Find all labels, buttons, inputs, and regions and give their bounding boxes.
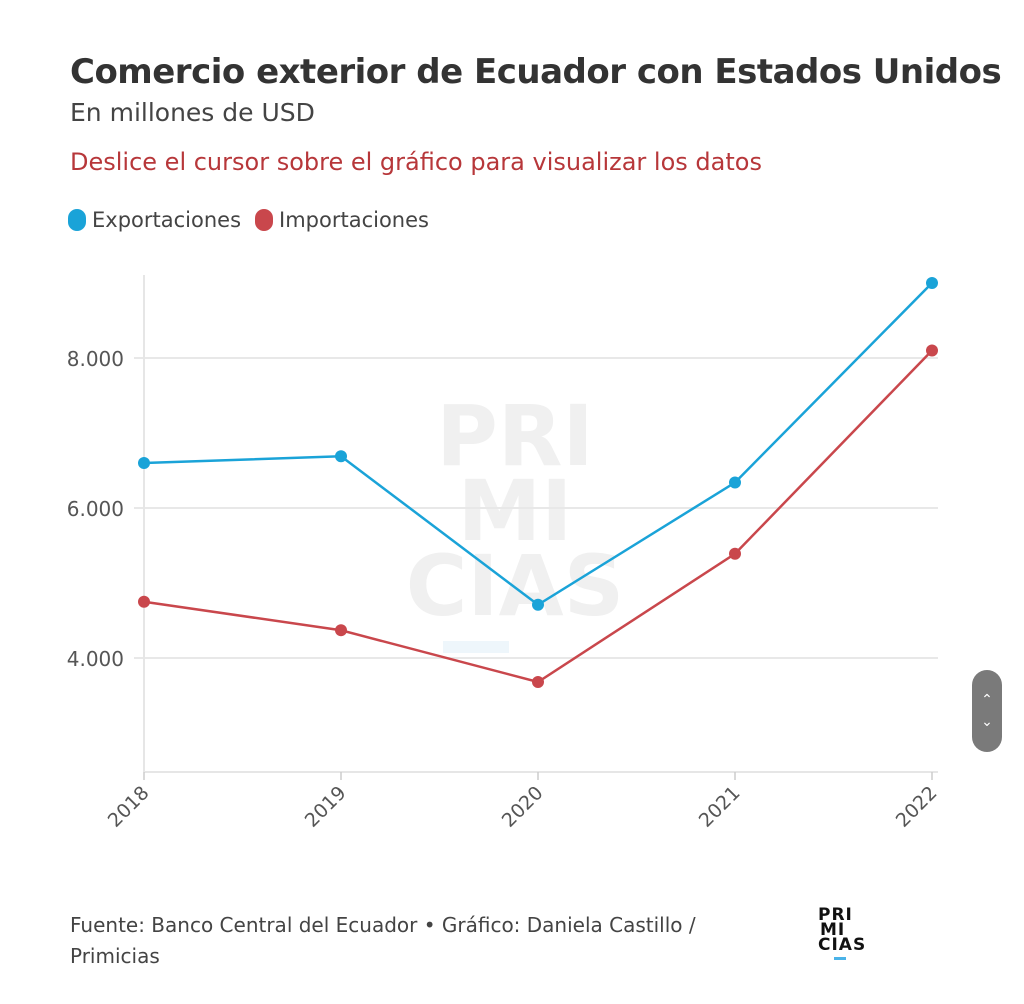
logo-line: CIAS [818,935,867,955]
footer-source: Fuente: Banco Central del Ecuador • Gráf… [70,913,696,968]
x-tick-label: 2021 [695,782,745,832]
legend-label: Importaciones [279,208,429,232]
legend: Exportaciones Importaciones [68,208,429,232]
logo-line: MI [820,920,846,940]
data-point-exportaciones-2018[interactable] [138,457,150,469]
legend-swatch-exportaciones [68,209,86,231]
x-tick-label: 2019 [301,782,351,832]
interaction-hint: Deslice el cursor sobre el gráfico para … [70,148,762,176]
y-tick-label: 6.000 [67,497,124,521]
logo-line: PRI [818,905,853,925]
legend-label: Exportaciones [92,208,242,232]
primicias-logo: PRI MI CIAS [818,905,867,960]
y-tick-label: 4.000 [67,647,124,671]
data-point-importaciones-2019[interactable] [335,624,347,637]
legend-swatch-importaciones [255,209,274,231]
data-point-importaciones-2022[interactable] [926,344,938,357]
chevron-up-icon[interactable]: ⌃ [981,692,993,708]
watermark-bar [443,641,509,653]
chart-title: Comercio exterior de Ecuador con Estados… [70,52,1002,92]
data-point-exportaciones-2019[interactable] [335,450,347,463]
y-tick-label: 8.000 [67,347,124,371]
data-point-importaciones-2020[interactable] [532,676,544,688]
watermark-text: MI [458,462,573,560]
data-point-exportaciones-2020[interactable] [532,598,544,611]
watermark-text: PRI [436,387,594,485]
scroll-control[interactable]: ⌃ ⌄ [972,670,1002,752]
chart-subtitle: En millones de USD [70,98,315,127]
data-point-importaciones-2018[interactable] [138,595,150,608]
x-tick-label: 2022 [892,782,942,832]
legend-item-importaciones[interactable]: Importaciones [255,208,429,232]
data-point-exportaciones-2021[interactable] [729,476,741,489]
data-point-exportaciones-2022[interactable] [926,277,938,289]
chevron-down-icon[interactable]: ⌄ [981,714,993,730]
x-tick-label: 2018 [104,782,154,832]
data-point-importaciones-2021[interactable] [729,547,741,560]
x-tick-label: 2020 [498,782,548,832]
logo-bar [834,957,846,960]
legend-item-exportaciones[interactable]: Exportaciones [68,208,241,232]
